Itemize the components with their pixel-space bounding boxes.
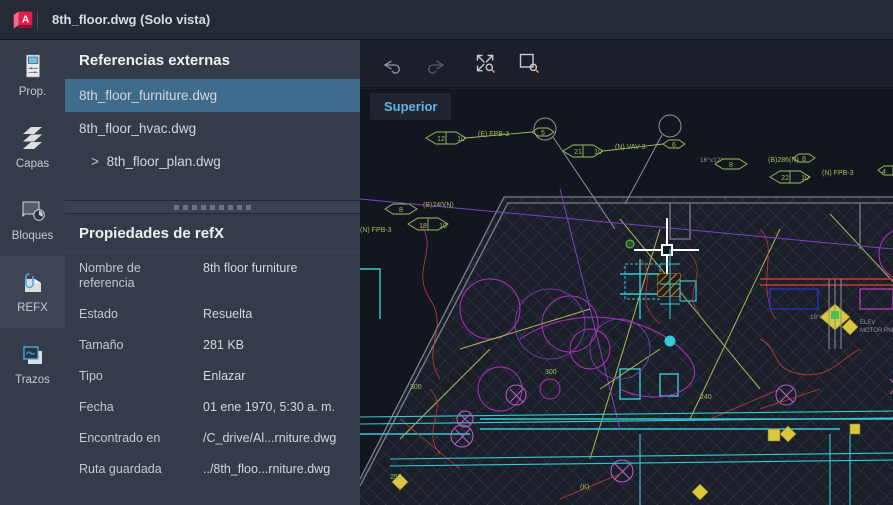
svg-text:5: 5 (541, 130, 545, 137)
svg-text:(K): (K) (580, 484, 589, 491)
svg-text:8: 8 (399, 207, 403, 214)
svg-text:8: 8 (802, 156, 806, 163)
svg-text:300: 300 (545, 369, 557, 376)
svg-text:10: 10 (457, 136, 465, 143)
svg-text:250: 250 (390, 474, 402, 481)
svg-text:10: 10 (439, 223, 447, 230)
svg-text:8: 8 (729, 162, 733, 169)
svg-text:(B)286(N): (B)286(N) (768, 157, 799, 164)
svg-text:ELEV: ELEV (860, 320, 875, 326)
svg-text:4: 4 (882, 169, 886, 176)
svg-text:(N) FPB-3: (N) FPB-3 (822, 170, 854, 177)
svg-text:10: 10 (594, 149, 602, 156)
svg-text:MOTOR RM: MOTOR RM (860, 328, 893, 334)
svg-text:21: 21 (574, 149, 582, 156)
svg-text:12: 12 (437, 136, 445, 143)
svg-text:(N) FPB-3: (N) FPB-3 (360, 227, 392, 234)
svg-text:22: 22 (781, 175, 789, 182)
svg-text:300: 300 (410, 384, 422, 391)
svg-text:16°x12°: 16°x12° (700, 156, 723, 164)
svg-text:10: 10 (801, 175, 809, 182)
svg-text:A: A (22, 15, 30, 26)
svg-text:240: 240 (700, 394, 712, 401)
svg-text:6: 6 (672, 142, 676, 149)
